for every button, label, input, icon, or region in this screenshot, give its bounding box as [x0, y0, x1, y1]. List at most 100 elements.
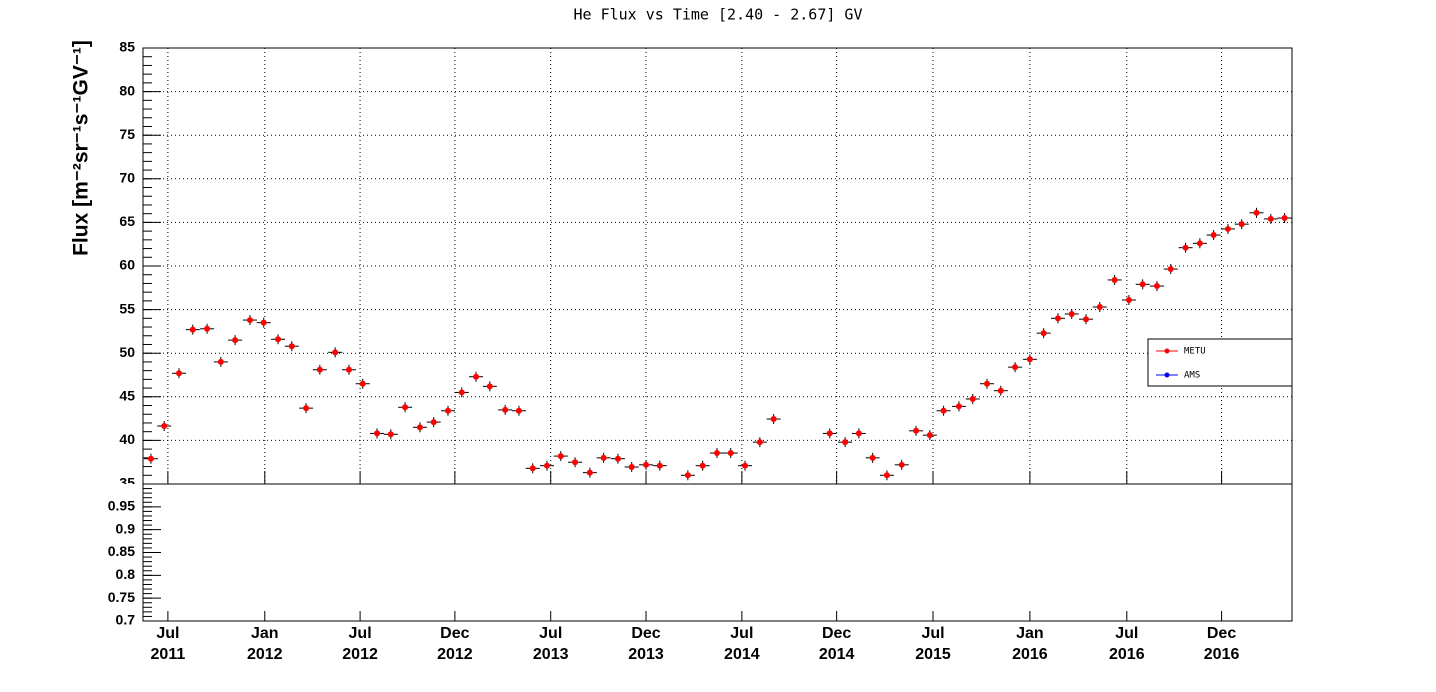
data-point: [473, 373, 480, 380]
data-point: [628, 463, 635, 470]
data-point: [1139, 281, 1146, 288]
data-point: [955, 403, 962, 410]
data-point: [898, 461, 905, 468]
data-point: [332, 349, 339, 356]
data-point: [913, 427, 920, 434]
data-point: [1026, 356, 1033, 363]
data-point: [713, 450, 720, 457]
data-point: [1111, 276, 1118, 283]
data-point: [176, 370, 183, 377]
data-point: [756, 439, 763, 446]
y-tick-label: 75: [119, 126, 135, 142]
data-point: [1196, 240, 1203, 247]
y-tick-label: 80: [119, 82, 135, 98]
data-point: [1210, 232, 1217, 239]
y-tick-label: 60: [119, 257, 135, 273]
data-point: [1054, 315, 1061, 322]
data-point: [1167, 266, 1174, 273]
y-tick-label: 0.85: [108, 543, 135, 559]
data-point: [1096, 303, 1103, 310]
data-point: [1125, 297, 1132, 304]
y-tick-label: 70: [119, 170, 135, 186]
data-point: [727, 450, 734, 457]
data-point: [359, 380, 366, 387]
data-point: [614, 455, 621, 462]
y-tick-label: 0.95: [108, 498, 135, 514]
data-point: [770, 416, 777, 423]
data-point: [387, 431, 394, 438]
data-point: [842, 439, 849, 446]
x-tick-label: Dec 2016: [1203, 625, 1240, 663]
x-tick-label: Dec 2014: [818, 625, 855, 663]
data-point: [699, 462, 706, 469]
legend-marker: [1164, 372, 1170, 378]
data-point: [1224, 225, 1231, 232]
x-tick-label: Jul 2016: [1109, 625, 1145, 663]
y-axis-label: Flux [m⁻²sr⁻¹s⁻¹GV⁻¹]: [70, 40, 93, 256]
data-point: [969, 395, 976, 402]
data-point: [600, 454, 607, 461]
data-point: [1153, 283, 1160, 290]
data-point: [345, 366, 352, 373]
data-point: [147, 455, 154, 462]
legend-box: [1147, 338, 1293, 387]
data-point: [684, 472, 691, 479]
data-point: [260, 319, 267, 326]
data-point: [572, 459, 579, 466]
y-tick-label: 55: [119, 300, 135, 316]
data-point: [984, 380, 991, 387]
data-point: [515, 407, 522, 414]
data-point: [883, 472, 890, 479]
data-point: [161, 423, 168, 430]
data-point: [643, 461, 650, 468]
y-tick-label: 50: [119, 344, 135, 360]
data-point: [1068, 310, 1075, 317]
data-point: [444, 407, 451, 414]
data-point: [458, 389, 465, 396]
data-point: [303, 405, 310, 412]
data-point: [1253, 209, 1260, 216]
data-point: [1238, 221, 1245, 228]
data-point: [275, 336, 282, 343]
data-point: [416, 424, 423, 431]
data-point: [1281, 215, 1288, 222]
x-tick-label: Jul 2013: [532, 625, 569, 663]
data-point: [529, 465, 536, 472]
data-point: [204, 325, 211, 332]
data-point: [855, 430, 862, 437]
data-point: [1040, 330, 1047, 337]
data-point: [586, 469, 593, 476]
x-tick-label: Jan 2016: [1012, 625, 1048, 663]
y-tick-label: 0.8: [116, 566, 136, 582]
data-point: [557, 453, 564, 460]
legend-marker: [1164, 348, 1170, 354]
pad-background: [0, 484, 1436, 692]
y-tick-label: 0.7: [116, 612, 136, 628]
data-point: [486, 383, 493, 390]
data-point: [544, 462, 551, 469]
legend-label: AMS: [1184, 371, 1200, 381]
data-point: [940, 407, 947, 414]
x-tick-label: Jan 2012: [246, 625, 283, 663]
data-point: [374, 430, 381, 437]
data-point: [402, 404, 409, 411]
x-tick-label: Dec 2013: [628, 625, 664, 663]
y-tick-label: 40: [119, 431, 135, 447]
data-point: [430, 419, 437, 426]
data-point: [502, 406, 509, 413]
data-point: [217, 358, 224, 365]
data-point: [997, 387, 1004, 394]
y-tick-label: 0.9: [116, 520, 136, 536]
data-point: [656, 462, 663, 469]
data-point: [869, 454, 876, 461]
data-point: [316, 366, 323, 373]
data-point: [1083, 316, 1090, 323]
y-tick-label: 65: [119, 213, 135, 229]
x-tick-label: Jul 2011: [150, 625, 186, 663]
chart-title: He Flux vs Time [2.40 - 2.67] GV: [574, 6, 863, 24]
data-point: [288, 343, 295, 350]
data-point: [1182, 244, 1189, 251]
data-point: [1012, 364, 1019, 371]
